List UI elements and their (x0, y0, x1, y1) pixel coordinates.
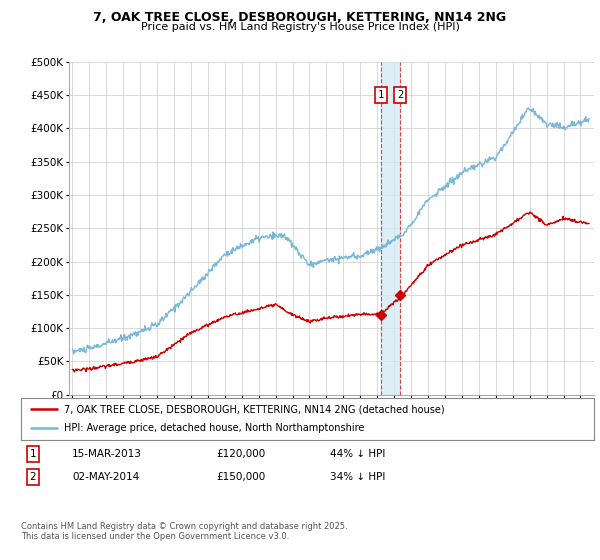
Text: 1: 1 (29, 449, 37, 459)
Text: 1: 1 (377, 90, 384, 100)
Text: 7, OAK TREE CLOSE, DESBOROUGH, KETTERING, NN14 2NG: 7, OAK TREE CLOSE, DESBOROUGH, KETTERING… (94, 11, 506, 24)
Text: HPI: Average price, detached house, North Northamptonshire: HPI: Average price, detached house, Nort… (64, 423, 364, 433)
Text: 2: 2 (397, 90, 403, 100)
Text: 2: 2 (29, 472, 37, 482)
Text: 15-MAR-2013: 15-MAR-2013 (72, 449, 142, 459)
Text: 44% ↓ HPI: 44% ↓ HPI (330, 449, 385, 459)
Text: £120,000: £120,000 (216, 449, 265, 459)
Text: £150,000: £150,000 (216, 472, 265, 482)
Text: 02-MAY-2014: 02-MAY-2014 (72, 472, 139, 482)
Bar (381, 62, 400, 395)
Text: 7, OAK TREE CLOSE, DESBOROUGH, KETTERING, NN14 2NG (detached house): 7, OAK TREE CLOSE, DESBOROUGH, KETTERING… (64, 404, 445, 414)
Text: 34% ↓ HPI: 34% ↓ HPI (330, 472, 385, 482)
Text: Price paid vs. HM Land Registry's House Price Index (HPI): Price paid vs. HM Land Registry's House … (140, 22, 460, 32)
Text: Contains HM Land Registry data © Crown copyright and database right 2025.
This d: Contains HM Land Registry data © Crown c… (21, 522, 347, 542)
